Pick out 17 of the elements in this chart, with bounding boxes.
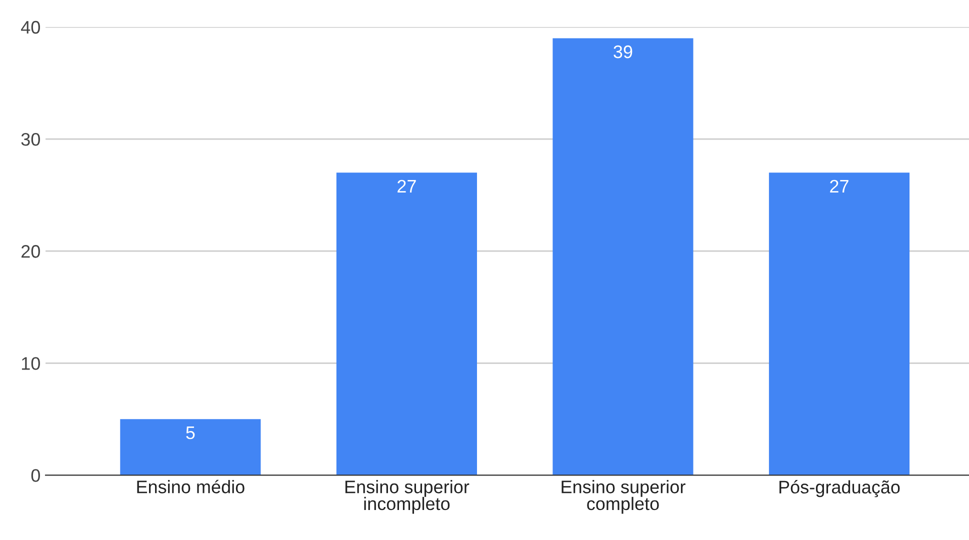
bar <box>768 172 910 476</box>
data-label: 5 <box>186 426 195 440</box>
y-tick-label: 40 <box>21 20 40 34</box>
data-label: 27 <box>830 180 848 192</box>
bar <box>552 38 694 476</box>
y-tick-label: 10 <box>22 357 40 370</box>
bar <box>336 172 477 476</box>
y-tick-label: 20 <box>22 245 40 258</box>
data-label: 27 <box>398 180 416 192</box>
y-tick-label: 30 <box>21 132 40 146</box>
bar <box>120 419 261 476</box>
x-tick-label: Pós-graduação <box>780 480 900 498</box>
x-tick-label: Ensino superior incompleto <box>345 480 470 514</box>
data-label: 39 <box>614 45 632 58</box>
x-tick-label: Ensino médio <box>137 480 244 494</box>
x-tick-label: Ensino superior completo <box>562 480 686 514</box>
y-tick-label: 0 <box>31 469 40 482</box>
